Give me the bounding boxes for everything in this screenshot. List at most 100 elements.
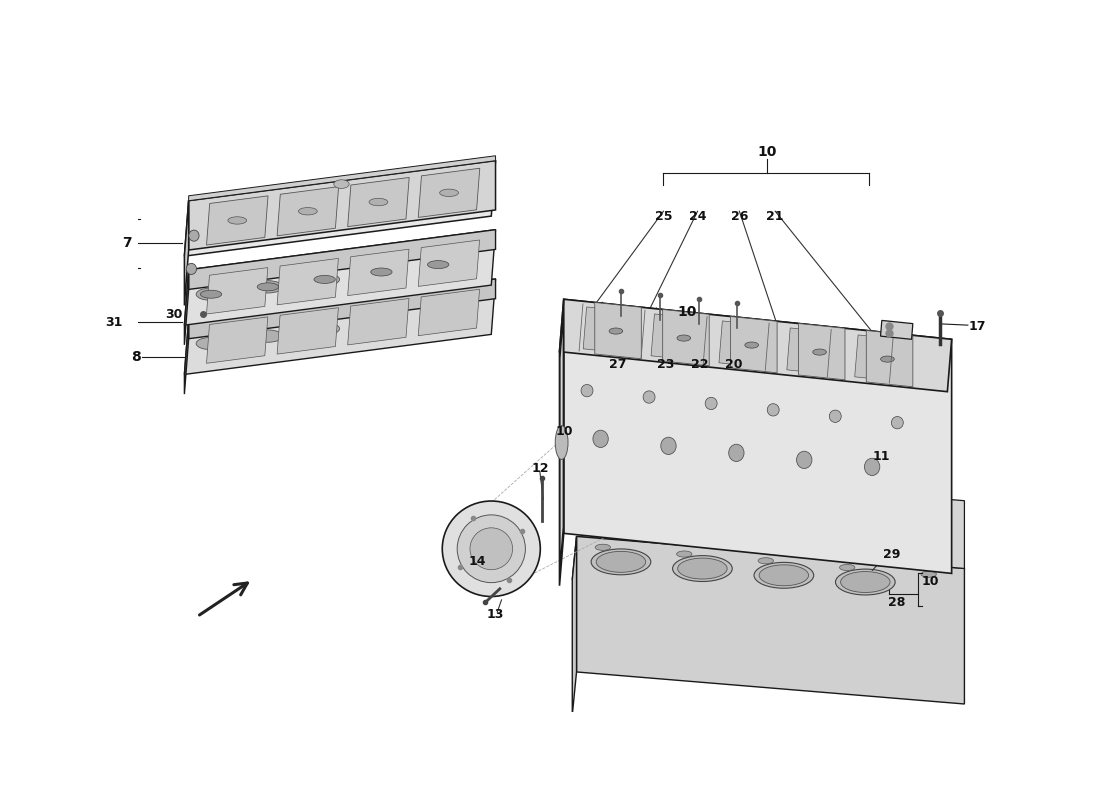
Polygon shape — [572, 537, 965, 611]
Text: 17: 17 — [969, 321, 987, 334]
Polygon shape — [799, 323, 845, 380]
Text: 22: 22 — [692, 358, 708, 371]
Text: 29: 29 — [883, 549, 901, 562]
Polygon shape — [719, 321, 773, 368]
Text: 12: 12 — [531, 462, 549, 475]
Text: 21: 21 — [767, 210, 784, 223]
Polygon shape — [348, 249, 409, 296]
Polygon shape — [418, 290, 480, 336]
Ellipse shape — [298, 207, 317, 215]
Polygon shape — [185, 161, 495, 256]
Ellipse shape — [591, 549, 651, 574]
Polygon shape — [189, 230, 495, 290]
Ellipse shape — [745, 342, 759, 348]
Polygon shape — [189, 156, 495, 201]
Text: 10: 10 — [678, 305, 697, 319]
Polygon shape — [277, 308, 339, 354]
Text: 24: 24 — [689, 210, 706, 223]
Ellipse shape — [705, 398, 717, 410]
Ellipse shape — [314, 275, 336, 283]
Text: 10: 10 — [757, 146, 777, 159]
Text: 14: 14 — [469, 554, 486, 567]
Polygon shape — [595, 302, 641, 358]
Text: 28: 28 — [888, 596, 905, 609]
Ellipse shape — [200, 290, 222, 298]
Polygon shape — [418, 240, 480, 286]
Polygon shape — [572, 537, 576, 715]
Text: 23: 23 — [658, 358, 674, 371]
Polygon shape — [348, 178, 409, 226]
Ellipse shape — [556, 426, 568, 459]
Text: 27: 27 — [608, 358, 626, 371]
Ellipse shape — [813, 349, 826, 355]
Ellipse shape — [253, 281, 283, 293]
Ellipse shape — [767, 404, 779, 416]
Ellipse shape — [728, 444, 744, 462]
Polygon shape — [277, 186, 339, 236]
Polygon shape — [651, 314, 705, 361]
Text: 25: 25 — [654, 210, 672, 223]
Ellipse shape — [758, 558, 773, 564]
Polygon shape — [662, 310, 710, 366]
Polygon shape — [207, 268, 267, 314]
Ellipse shape — [891, 417, 903, 429]
Ellipse shape — [829, 410, 842, 422]
Polygon shape — [880, 321, 913, 339]
Ellipse shape — [593, 430, 608, 447]
Polygon shape — [189, 161, 495, 250]
Text: 10: 10 — [922, 575, 939, 588]
Ellipse shape — [370, 198, 388, 206]
Ellipse shape — [759, 565, 808, 586]
Ellipse shape — [839, 565, 855, 570]
Ellipse shape — [840, 571, 890, 593]
Polygon shape — [560, 299, 563, 586]
Ellipse shape — [644, 391, 656, 403]
Ellipse shape — [371, 268, 392, 276]
Polygon shape — [867, 330, 913, 387]
Text: 26: 26 — [730, 210, 748, 223]
Ellipse shape — [424, 308, 453, 320]
Ellipse shape — [609, 328, 623, 334]
Ellipse shape — [442, 501, 540, 597]
Ellipse shape — [440, 189, 459, 197]
Ellipse shape — [424, 258, 453, 270]
Ellipse shape — [310, 274, 340, 286]
Ellipse shape — [366, 266, 396, 278]
Ellipse shape — [458, 515, 526, 582]
Ellipse shape — [196, 338, 225, 350]
Polygon shape — [185, 279, 495, 374]
Polygon shape — [917, 497, 965, 569]
Text: 30: 30 — [165, 308, 183, 321]
Polygon shape — [348, 298, 409, 345]
Ellipse shape — [333, 180, 349, 189]
Ellipse shape — [581, 385, 593, 397]
Polygon shape — [855, 335, 909, 382]
Ellipse shape — [678, 558, 727, 579]
Polygon shape — [185, 230, 495, 325]
Polygon shape — [185, 201, 189, 306]
Polygon shape — [583, 307, 637, 354]
Ellipse shape — [796, 451, 812, 469]
Text: 11: 11 — [872, 450, 890, 463]
Ellipse shape — [836, 569, 895, 595]
Ellipse shape — [253, 330, 283, 342]
Ellipse shape — [189, 230, 199, 241]
Polygon shape — [560, 316, 563, 569]
Polygon shape — [277, 258, 339, 305]
Ellipse shape — [595, 544, 610, 550]
Ellipse shape — [676, 551, 692, 557]
Ellipse shape — [428, 261, 449, 269]
Polygon shape — [563, 299, 952, 574]
Text: 7: 7 — [122, 236, 132, 250]
Ellipse shape — [186, 263, 197, 274]
Text: 10: 10 — [556, 426, 573, 438]
Ellipse shape — [921, 571, 936, 578]
Text: 31: 31 — [106, 315, 123, 329]
Polygon shape — [185, 319, 189, 394]
Ellipse shape — [672, 556, 733, 582]
Text: 8: 8 — [131, 350, 141, 363]
Text: 13: 13 — [487, 608, 505, 621]
Ellipse shape — [470, 528, 513, 570]
Ellipse shape — [228, 217, 246, 224]
Ellipse shape — [257, 283, 278, 291]
